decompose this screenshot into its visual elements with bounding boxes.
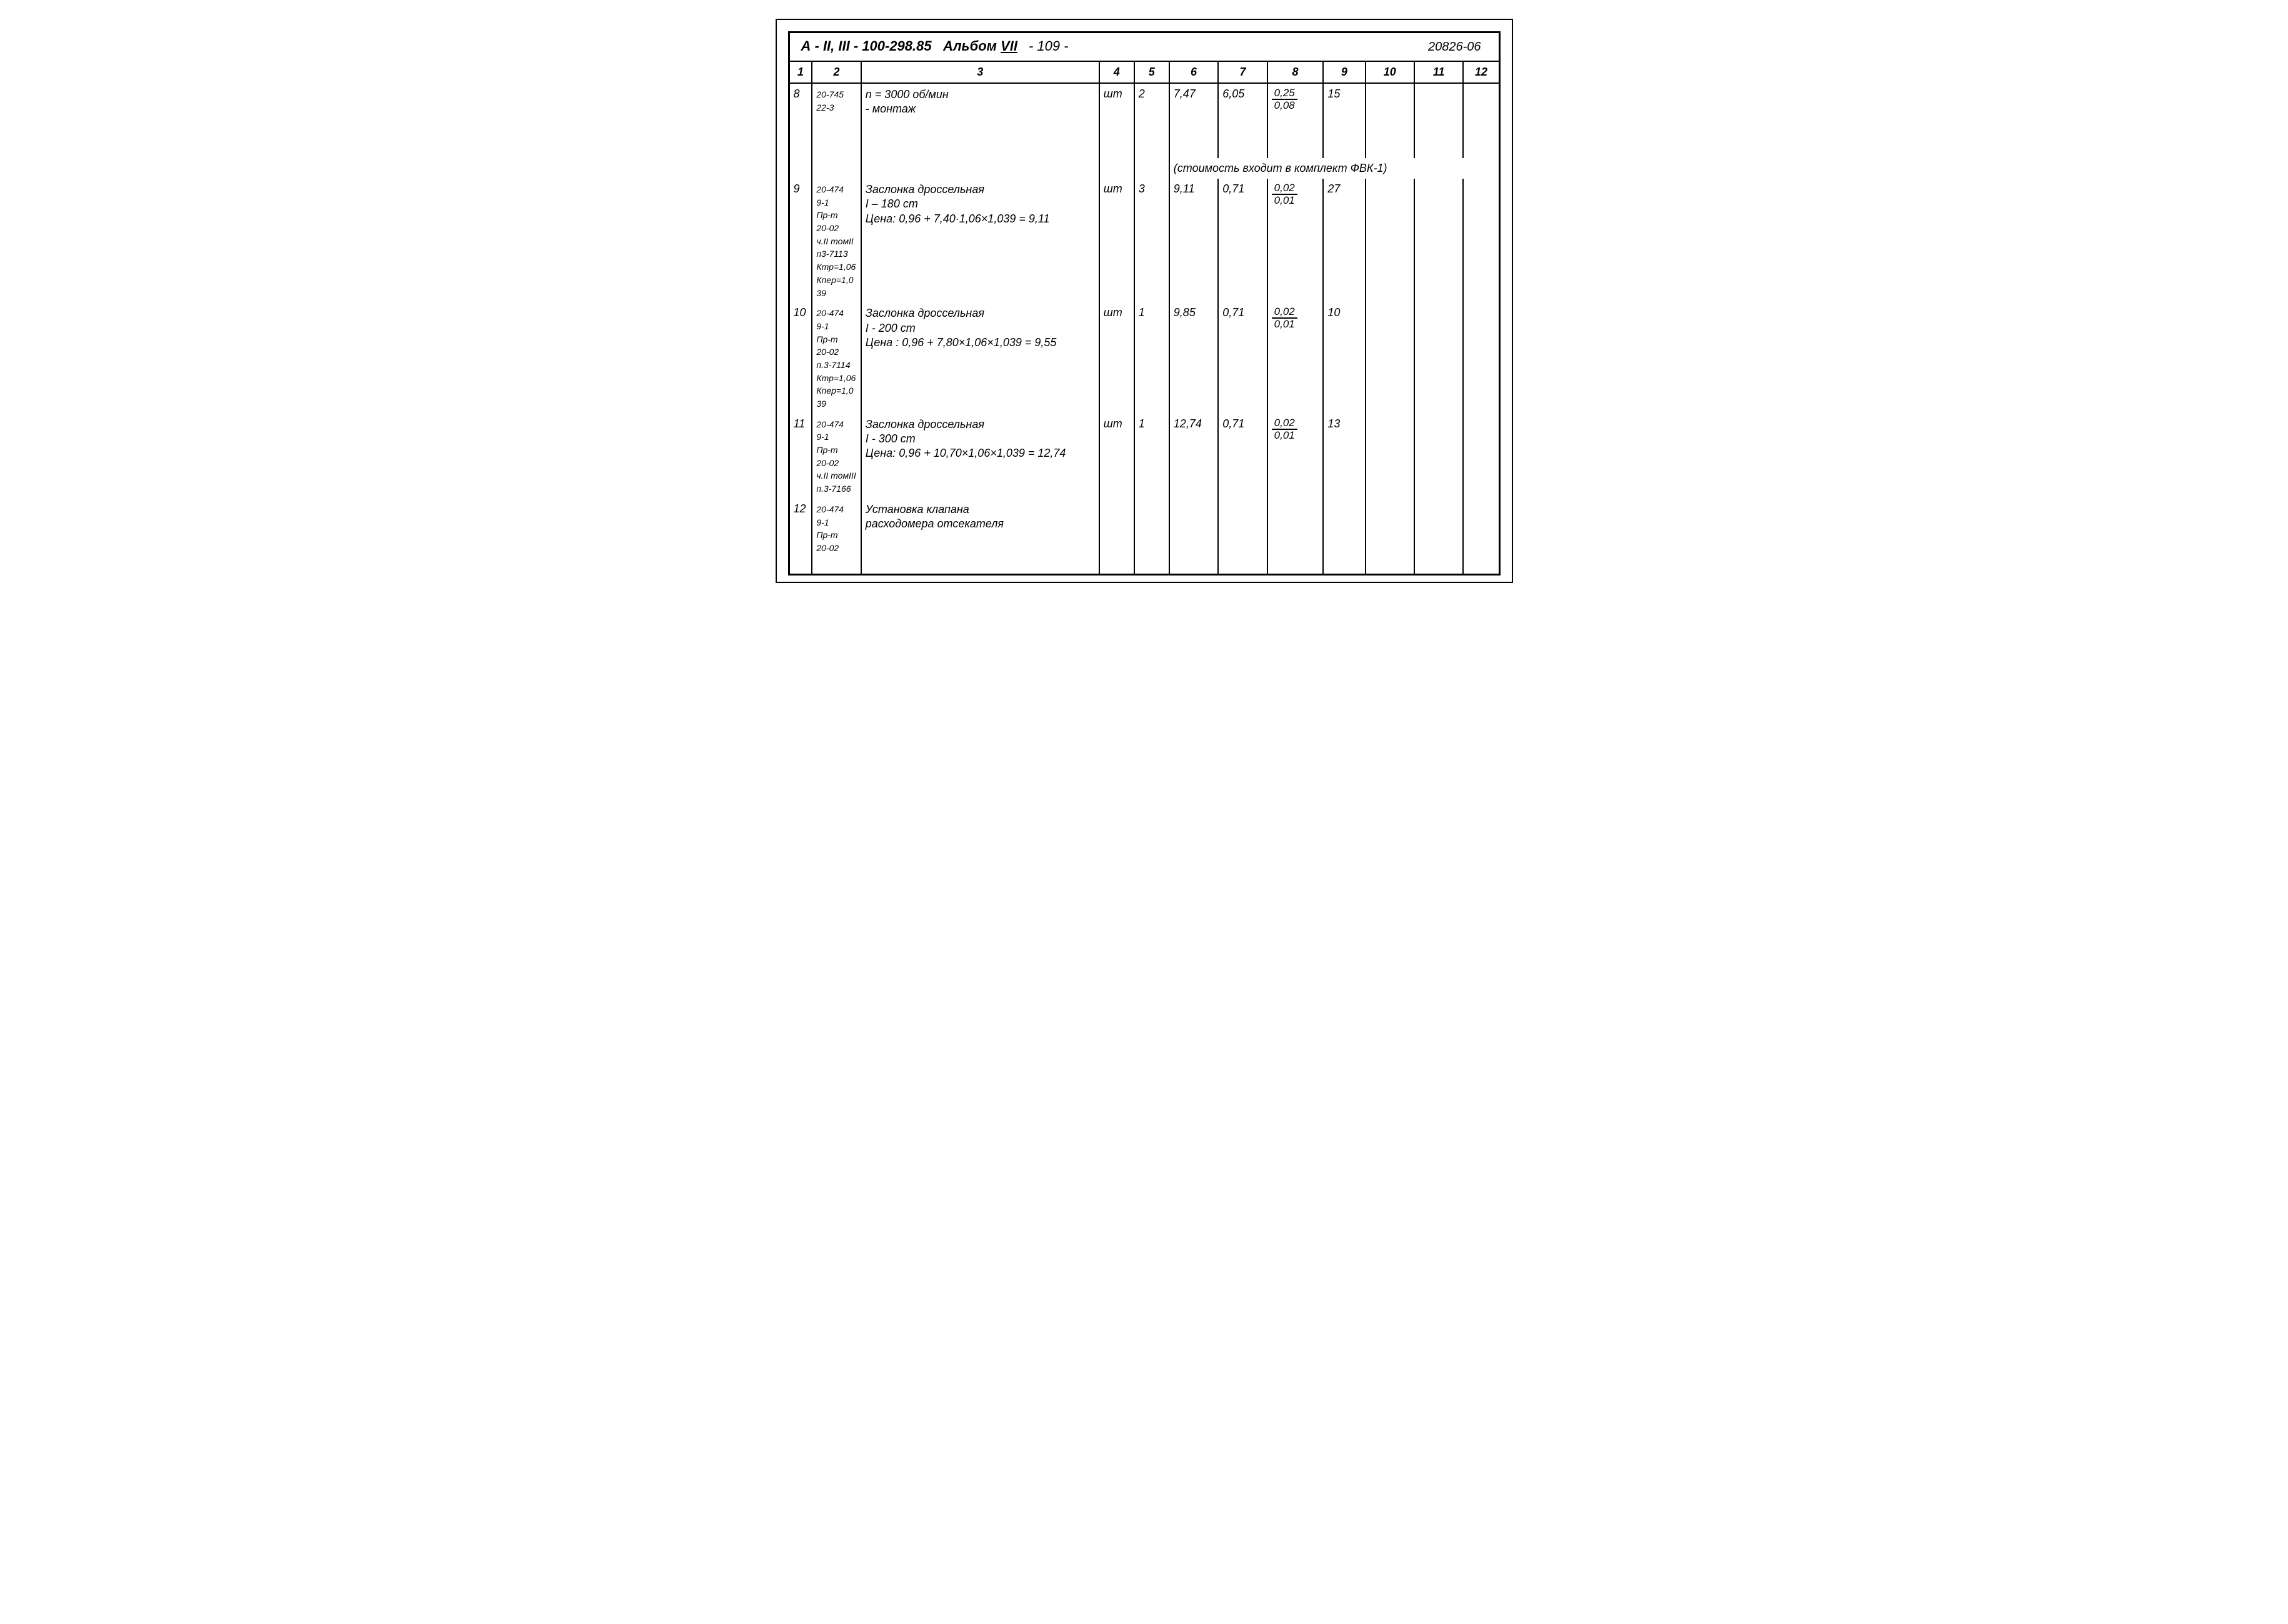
col-8: 8: [1267, 62, 1324, 83]
cell-desc: n = 3000 об/мин- монтаж: [861, 83, 1099, 158]
sheet-frame: А - II, III - 100-298.85 Альбом VII - 10…: [788, 31, 1501, 575]
table-body: 820-74522-3n = 3000 об/мин- монтажшт27,4…: [790, 83, 1499, 574]
cell-10: [1366, 414, 1414, 499]
col-12: 12: [1463, 62, 1498, 83]
cell-12: [1463, 179, 1498, 302]
cell-qty: 1: [1134, 414, 1169, 499]
table-row: 1220-4749-1Пр-т20-02Установка клапанарас…: [790, 499, 1499, 574]
col-9: 9: [1323, 62, 1365, 83]
cell-desc: Заслонка дроссельнаяI - 200 стЦена : 0,9…: [861, 302, 1099, 414]
cell-12: [1463, 414, 1498, 499]
cell-8: [1267, 499, 1324, 574]
header-row: 1 2 3 4 5 6 7 8 9 10 11 12: [790, 62, 1499, 83]
table-row: 1020-4749-1Пр-т20-02п.3-7114Ктр=1,06Кпер…: [790, 302, 1499, 414]
cell-10: [1366, 83, 1414, 158]
col-3: 3: [861, 62, 1099, 83]
spec-table: 1 2 3 4 5 6 7 8 9 10 11 12 820-74522-3n …: [790, 62, 1499, 574]
col-4: 4: [1099, 62, 1134, 83]
page-number: - 109 -: [1029, 38, 1069, 54]
cell-index: 10: [790, 302, 812, 414]
fraction: 0,020,01: [1272, 182, 1297, 206]
page-frame: А - II, III - 100-298.85 Альбом VII - 10…: [776, 19, 1513, 583]
cell-9: 10: [1323, 302, 1365, 414]
fraction: 0,250,08: [1272, 87, 1297, 111]
cell-unit: шт: [1099, 302, 1134, 414]
note-text: (стоимость входит в комплект ФВК-1): [1169, 158, 1499, 179]
col-7: 7: [1218, 62, 1267, 83]
cell-9: 13: [1323, 414, 1365, 499]
cell-code: 20-4749-1Пр-т20-02ч.II томIIIп.3-7166: [812, 414, 861, 499]
cell-6: 7,47: [1169, 83, 1218, 158]
title-bold: 298.85: [889, 38, 931, 54]
cell-7: 0,71: [1218, 302, 1267, 414]
cell-8: 0,020,01: [1267, 414, 1324, 499]
cell-10: [1366, 499, 1414, 574]
cell-6: 9,11: [1169, 179, 1218, 302]
col-11: 11: [1414, 62, 1463, 83]
cell-11: [1414, 302, 1463, 414]
cell-7: 0,71: [1218, 414, 1267, 499]
cell-8: 0,020,01: [1267, 302, 1324, 414]
cell-8: 0,020,01: [1267, 179, 1324, 302]
cell-desc: Заслонка дроссельнаяI – 180 стЦена: 0,96…: [861, 179, 1099, 302]
doc-code: 20826-06: [1428, 40, 1487, 54]
cell-code: 20-4749-1Пр-т20-02п.3-7114Ктр=1,06Кпер=1…: [812, 302, 861, 414]
cell-index: 8: [790, 83, 812, 158]
cell-7: [1218, 499, 1267, 574]
cell-12: [1463, 499, 1498, 574]
cell-9: 15: [1323, 83, 1365, 158]
cell-12: [1463, 83, 1498, 158]
cell-unit: шт: [1099, 83, 1134, 158]
cell-code: 20-4749-1Пр-т20-02: [812, 499, 861, 574]
title-album: Альбом VII: [943, 38, 1017, 54]
fraction: 0,020,01: [1272, 306, 1297, 330]
col-10: 10: [1366, 62, 1414, 83]
cell-index: 12: [790, 499, 812, 574]
cell-9: [1323, 499, 1365, 574]
title-prefix: А - II, III - 100-: [801, 38, 890, 54]
cell-unit: шт: [1099, 179, 1134, 302]
cell-desc: Заслонка дроссельнаяI - 300 стЦена: 0,96…: [861, 414, 1099, 499]
title-bar: А - II, III - 100-298.85 Альбом VII - 10…: [790, 33, 1499, 62]
title-main: А - II, III - 100-298.85 Альбом VII: [801, 38, 1017, 54]
cell-desc: Установка клапанарасходомера отсекателя: [861, 499, 1099, 574]
cell-code: 20-4749-1Пр-т20-02ч.II томIIп3-7113Ктр=1…: [812, 179, 861, 302]
cell-11: [1414, 499, 1463, 574]
cell-qty: [1134, 499, 1169, 574]
table-row: 1120-4749-1Пр-т20-02ч.II томIIIп.3-7166З…: [790, 414, 1499, 499]
cell-index: 11: [790, 414, 812, 499]
cell-qty: 3: [1134, 179, 1169, 302]
cell-unit: шт: [1099, 414, 1134, 499]
cell-11: [1414, 414, 1463, 499]
cell-6: 9,85: [1169, 302, 1218, 414]
fraction: 0,020,01: [1272, 417, 1297, 441]
cell-11: [1414, 179, 1463, 302]
cell-6: [1169, 499, 1218, 574]
cell-7: 6,05: [1218, 83, 1267, 158]
cell-6: 12,74: [1169, 414, 1218, 499]
table-row: 920-4749-1Пр-т20-02ч.II томIIп3-7113Ктр=…: [790, 179, 1499, 302]
cell-11: [1414, 83, 1463, 158]
cell-unit: [1099, 499, 1134, 574]
table-row: 820-74522-3n = 3000 об/мин- монтажшт27,4…: [790, 83, 1499, 158]
cell-10: [1366, 179, 1414, 302]
cell-code: 20-74522-3: [812, 83, 861, 158]
note-row: (стоимость входит в комплект ФВК-1): [790, 158, 1499, 179]
cell-9: 27: [1323, 179, 1365, 302]
cell-qty: 2: [1134, 83, 1169, 158]
cell-8: 0,250,08: [1267, 83, 1324, 158]
col-6: 6: [1169, 62, 1218, 83]
cell-index: 9: [790, 179, 812, 302]
col-1: 1: [790, 62, 812, 83]
col-2: 2: [812, 62, 861, 83]
cell-10: [1366, 302, 1414, 414]
cell-qty: 1: [1134, 302, 1169, 414]
cell-7: 0,71: [1218, 179, 1267, 302]
cell-12: [1463, 302, 1498, 414]
col-5: 5: [1134, 62, 1169, 83]
title-left: А - II, III - 100-298.85 Альбом VII - 10…: [801, 38, 1069, 54]
